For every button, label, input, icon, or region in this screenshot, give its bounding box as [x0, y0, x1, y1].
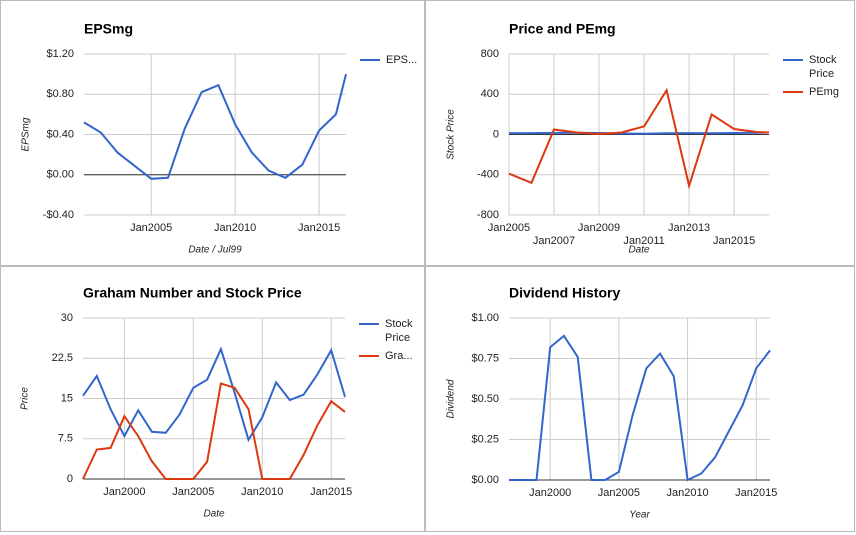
y-tick-label: $0.80	[46, 88, 74, 100]
y-tick-label: $1.00	[471, 312, 499, 324]
y-tick-label: $0.25	[471, 433, 499, 445]
y-tick-label: $0.75	[471, 352, 499, 364]
x-tick-label: Jan2015	[713, 235, 755, 247]
legend-label: Gra...	[385, 350, 413, 362]
y-tick-label: $0.40	[46, 128, 74, 140]
y-tick-label: 30	[61, 312, 73, 324]
x-tick-label: Jan2015	[735, 487, 777, 499]
chart-title: Price and PEmg	[509, 21, 616, 37]
panel	[0, 266, 425, 532]
x-tick-label: Jan2011	[623, 235, 664, 247]
y-axis-title: Price	[20, 387, 31, 410]
series-line	[82, 346, 346, 443]
chart-title: EPSmg	[84, 21, 133, 37]
series-line	[508, 87, 770, 190]
y-tick-label: 7.5	[58, 433, 73, 445]
legend-label: EPS...	[386, 54, 417, 66]
panel	[425, 0, 855, 266]
x-tick-label: Jan2009	[578, 222, 620, 234]
x-tick-label: Jan2010	[214, 222, 256, 234]
x-tick-label: Jan2010	[666, 487, 708, 499]
y-tick-label: 15	[61, 392, 73, 404]
y-axis-title: Stock Price	[446, 109, 457, 160]
x-axis-title: Date	[628, 245, 650, 256]
y-tick-label: $0.00	[46, 169, 74, 181]
y-axis-title: EPSmg	[21, 117, 32, 151]
y-tick-label: $0.00	[471, 474, 499, 486]
y-tick-label: $1.20	[46, 48, 74, 60]
x-tick-label: Jan2013	[668, 222, 710, 234]
y-tick-label: -$0.40	[43, 209, 74, 221]
chart-title: Dividend History	[509, 285, 620, 301]
y-tick-label: $0.50	[471, 393, 499, 405]
x-tick-label: Jan2010	[241, 486, 283, 498]
x-axis-title: Date / Jul99	[188, 245, 242, 256]
x-tick-label: Jan2005	[598, 487, 640, 499]
panel	[425, 266, 855, 532]
legend-label: Stock Price	[385, 318, 416, 344]
legend-label: Stock Price	[809, 54, 840, 80]
series-line	[82, 382, 346, 480]
legend-label: PEmg	[809, 86, 839, 98]
x-tick-label: Jan2007	[533, 235, 575, 247]
x-tick-label: Jan2005	[130, 222, 172, 234]
y-tick-label: 0	[493, 128, 499, 140]
x-tick-label: Jan2005	[488, 222, 530, 234]
x-tick-label: Jan2015	[310, 486, 352, 498]
series-line	[509, 334, 771, 482]
panel	[0, 0, 425, 266]
x-tick-label: Jan2005	[172, 486, 214, 498]
x-tick-label: Jan2000	[529, 487, 571, 499]
chart-title: Graham Number and Stock Price	[83, 285, 302, 301]
x-tick-label: Jan2000	[103, 486, 145, 498]
series-line	[83, 73, 347, 180]
y-tick-label: 400	[481, 88, 499, 100]
y-axis-title: Dividend	[446, 379, 457, 418]
y-tick-label: -400	[477, 169, 499, 181]
y-tick-label: 800	[481, 48, 499, 60]
series-line	[508, 131, 770, 135]
y-tick-label: -800	[477, 209, 499, 221]
y-tick-label: 22.5	[52, 352, 73, 364]
x-axis-title: Year	[629, 510, 650, 521]
y-tick-label: 0	[67, 473, 73, 485]
x-tick-label: Jan2015	[298, 222, 340, 234]
x-axis-title: Date	[203, 509, 225, 520]
